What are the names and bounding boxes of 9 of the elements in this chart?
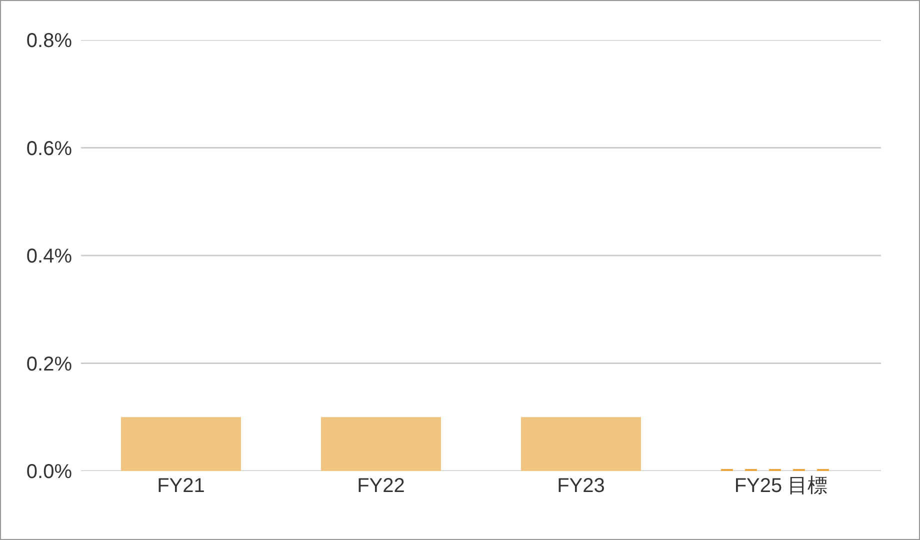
x-tick-label: FY22 [357, 475, 405, 497]
y-tick-label: 0.8% [26, 30, 72, 52]
x-tick-label: FY21 [157, 475, 205, 497]
y-tick-label: 0.6% [26, 138, 72, 160]
y-tick-label: 0.2% [26, 353, 72, 376]
y-tick-label: 0.4% [26, 246, 72, 268]
x-tick-label: FY23 [557, 475, 605, 497]
x-tick-label: FY25 目標 [734, 475, 828, 497]
y-tick-label: 0.0% [26, 461, 72, 483]
